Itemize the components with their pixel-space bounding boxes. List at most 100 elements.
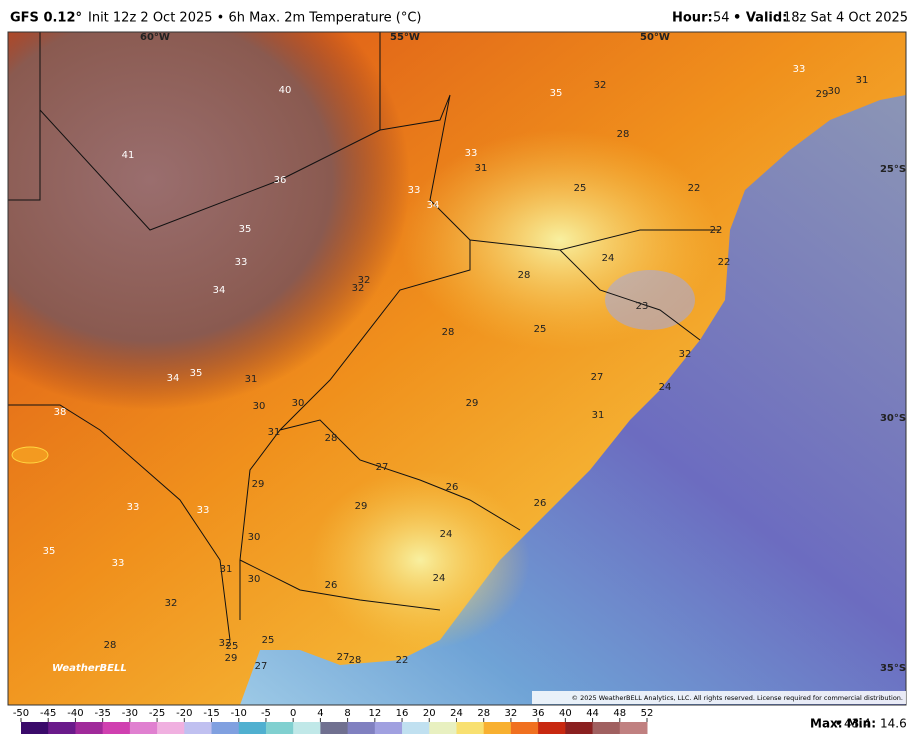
hot-patch: [11, 446, 49, 464]
map-frame: [7, 31, 907, 706]
cool-patch: [605, 270, 695, 330]
temperature-label: 33: [408, 185, 421, 196]
mild-region: [310, 470, 530, 650]
colorbar-tick-label: 0: [290, 708, 296, 719]
colorbar-tick-label: 4: [317, 708, 323, 719]
colorbar-segment: [402, 722, 430, 734]
temperature-label: 25: [534, 324, 547, 335]
temperature-label: 28: [325, 433, 338, 444]
colorbar-tick-label: -20: [176, 708, 192, 719]
grid-label: 60°W: [140, 32, 170, 43]
colorbar-tick-label: -25: [149, 708, 165, 719]
colorbar-segment: [184, 722, 213, 734]
colorbar-tick-label: -15: [203, 708, 219, 719]
colorbar-tick-label: 40: [559, 708, 572, 719]
temperature-label: 22: [718, 257, 731, 268]
temperature-label: 33: [197, 505, 210, 516]
colorbar-tick-label: -35: [94, 708, 110, 719]
colorbar-tick-label: 36: [532, 708, 545, 719]
colorbar-segment: [211, 722, 240, 734]
colorbar-segment: [347, 722, 376, 734]
colorbar-tick-label: 28: [477, 708, 490, 719]
model: GFS 0.12°: [10, 11, 82, 26]
colorbar-tick-label: 12: [368, 708, 381, 719]
colorbar-tick-label: 52: [641, 708, 654, 719]
temperature-label: 30: [292, 398, 305, 409]
colorbar-segment: [75, 722, 104, 734]
temperature-label: 27: [591, 372, 604, 383]
temperature-label: 38: [54, 407, 67, 418]
temperature-label: 29: [816, 89, 829, 100]
colorbar-segment: [510, 722, 539, 734]
temperature-label: 35: [550, 88, 563, 99]
temperature-label: 29: [252, 479, 265, 490]
colorbar-tick-label: -5: [261, 708, 271, 719]
temperature-label: 31: [245, 374, 258, 385]
temperature-label: 28: [442, 327, 455, 338]
hour: 54: [713, 11, 730, 26]
copyright-bg: [532, 691, 906, 704]
colorbar-segment: [538, 722, 566, 734]
colorbar-tick-label: -10: [231, 708, 247, 719]
temperature-label: 24: [659, 382, 672, 393]
temperature-label: 25: [262, 635, 275, 646]
min: 14.6: [880, 717, 907, 731]
colorbar-tick-label: -30: [122, 708, 138, 719]
temperature-label: 28: [104, 640, 117, 651]
colorbar-tick-label: -50: [13, 708, 29, 719]
temperature-label: 35: [239, 224, 252, 235]
grid-label: 55°W: [390, 32, 420, 43]
colorbar-tick-label: 8: [344, 708, 350, 719]
colorbar-tick-label: 24: [450, 708, 463, 719]
temperature-label: 27: [376, 462, 389, 473]
temperature-label: 28: [518, 270, 531, 281]
colorbar-segment: [483, 722, 512, 734]
colorbar-segment: [238, 722, 267, 734]
temperature-label: 22: [710, 225, 723, 236]
temperature-label: 35: [190, 368, 203, 379]
borders: [8, 32, 720, 641]
temperature-label: 28: [617, 129, 630, 140]
grid-label: 50°W: [640, 32, 670, 43]
temperature-label: 34: [427, 200, 440, 211]
temperature-label: 32: [679, 349, 692, 360]
temperature-label: 34: [167, 373, 180, 384]
temperature-label: 32: [358, 275, 371, 286]
temperature-label: 27: [255, 661, 268, 672]
temperature-label: 32: [165, 598, 178, 609]
temperature-label: 29: [355, 501, 368, 512]
colorbar-segment: [157, 722, 185, 734]
colorbar-segment: [265, 722, 294, 734]
max: 43.4: [844, 717, 871, 731]
temperature-label: 29: [225, 653, 238, 664]
colorbar-segment: [374, 722, 403, 734]
temperature-label: 31: [592, 410, 605, 421]
temperature-label: 24: [602, 253, 615, 264]
max-label: Max:: [810, 717, 843, 731]
temperature-label: 24: [433, 573, 446, 584]
temperature-label: 27: [337, 652, 350, 663]
hour-label: Hour:: [672, 11, 713, 26]
min-label: • Min:: [835, 717, 876, 731]
temperature-label: 31: [475, 163, 488, 174]
temperature-label: 40: [279, 85, 292, 96]
temperature-label: 33: [112, 558, 125, 569]
temperature-label: 25: [226, 641, 239, 652]
colorbar-segment: [592, 722, 621, 734]
temperature-label: 26: [534, 498, 547, 509]
description: Init 12z 2 Oct 2025 • 6h Max. 2m Tempera…: [88, 11, 422, 26]
temperature-label: 30: [828, 86, 841, 97]
colorbar-segment: [48, 722, 76, 734]
colorbar-tick-label: 32: [505, 708, 518, 719]
temperature-label: 35: [43, 546, 56, 557]
hot-region: [8, 32, 410, 410]
temperature-label: 26: [446, 482, 459, 493]
grid-label: 35°S: [880, 663, 906, 674]
temperature-label: 31: [268, 427, 281, 438]
copyright: © 2025 WeatherBELL Analytics, LLC. All r…: [572, 694, 903, 702]
colorbar-segment: [293, 722, 321, 734]
colorbar-segment: [565, 722, 594, 734]
valid-label: • Valid:: [733, 11, 787, 26]
colorbar-tick-label: -45: [40, 708, 56, 719]
